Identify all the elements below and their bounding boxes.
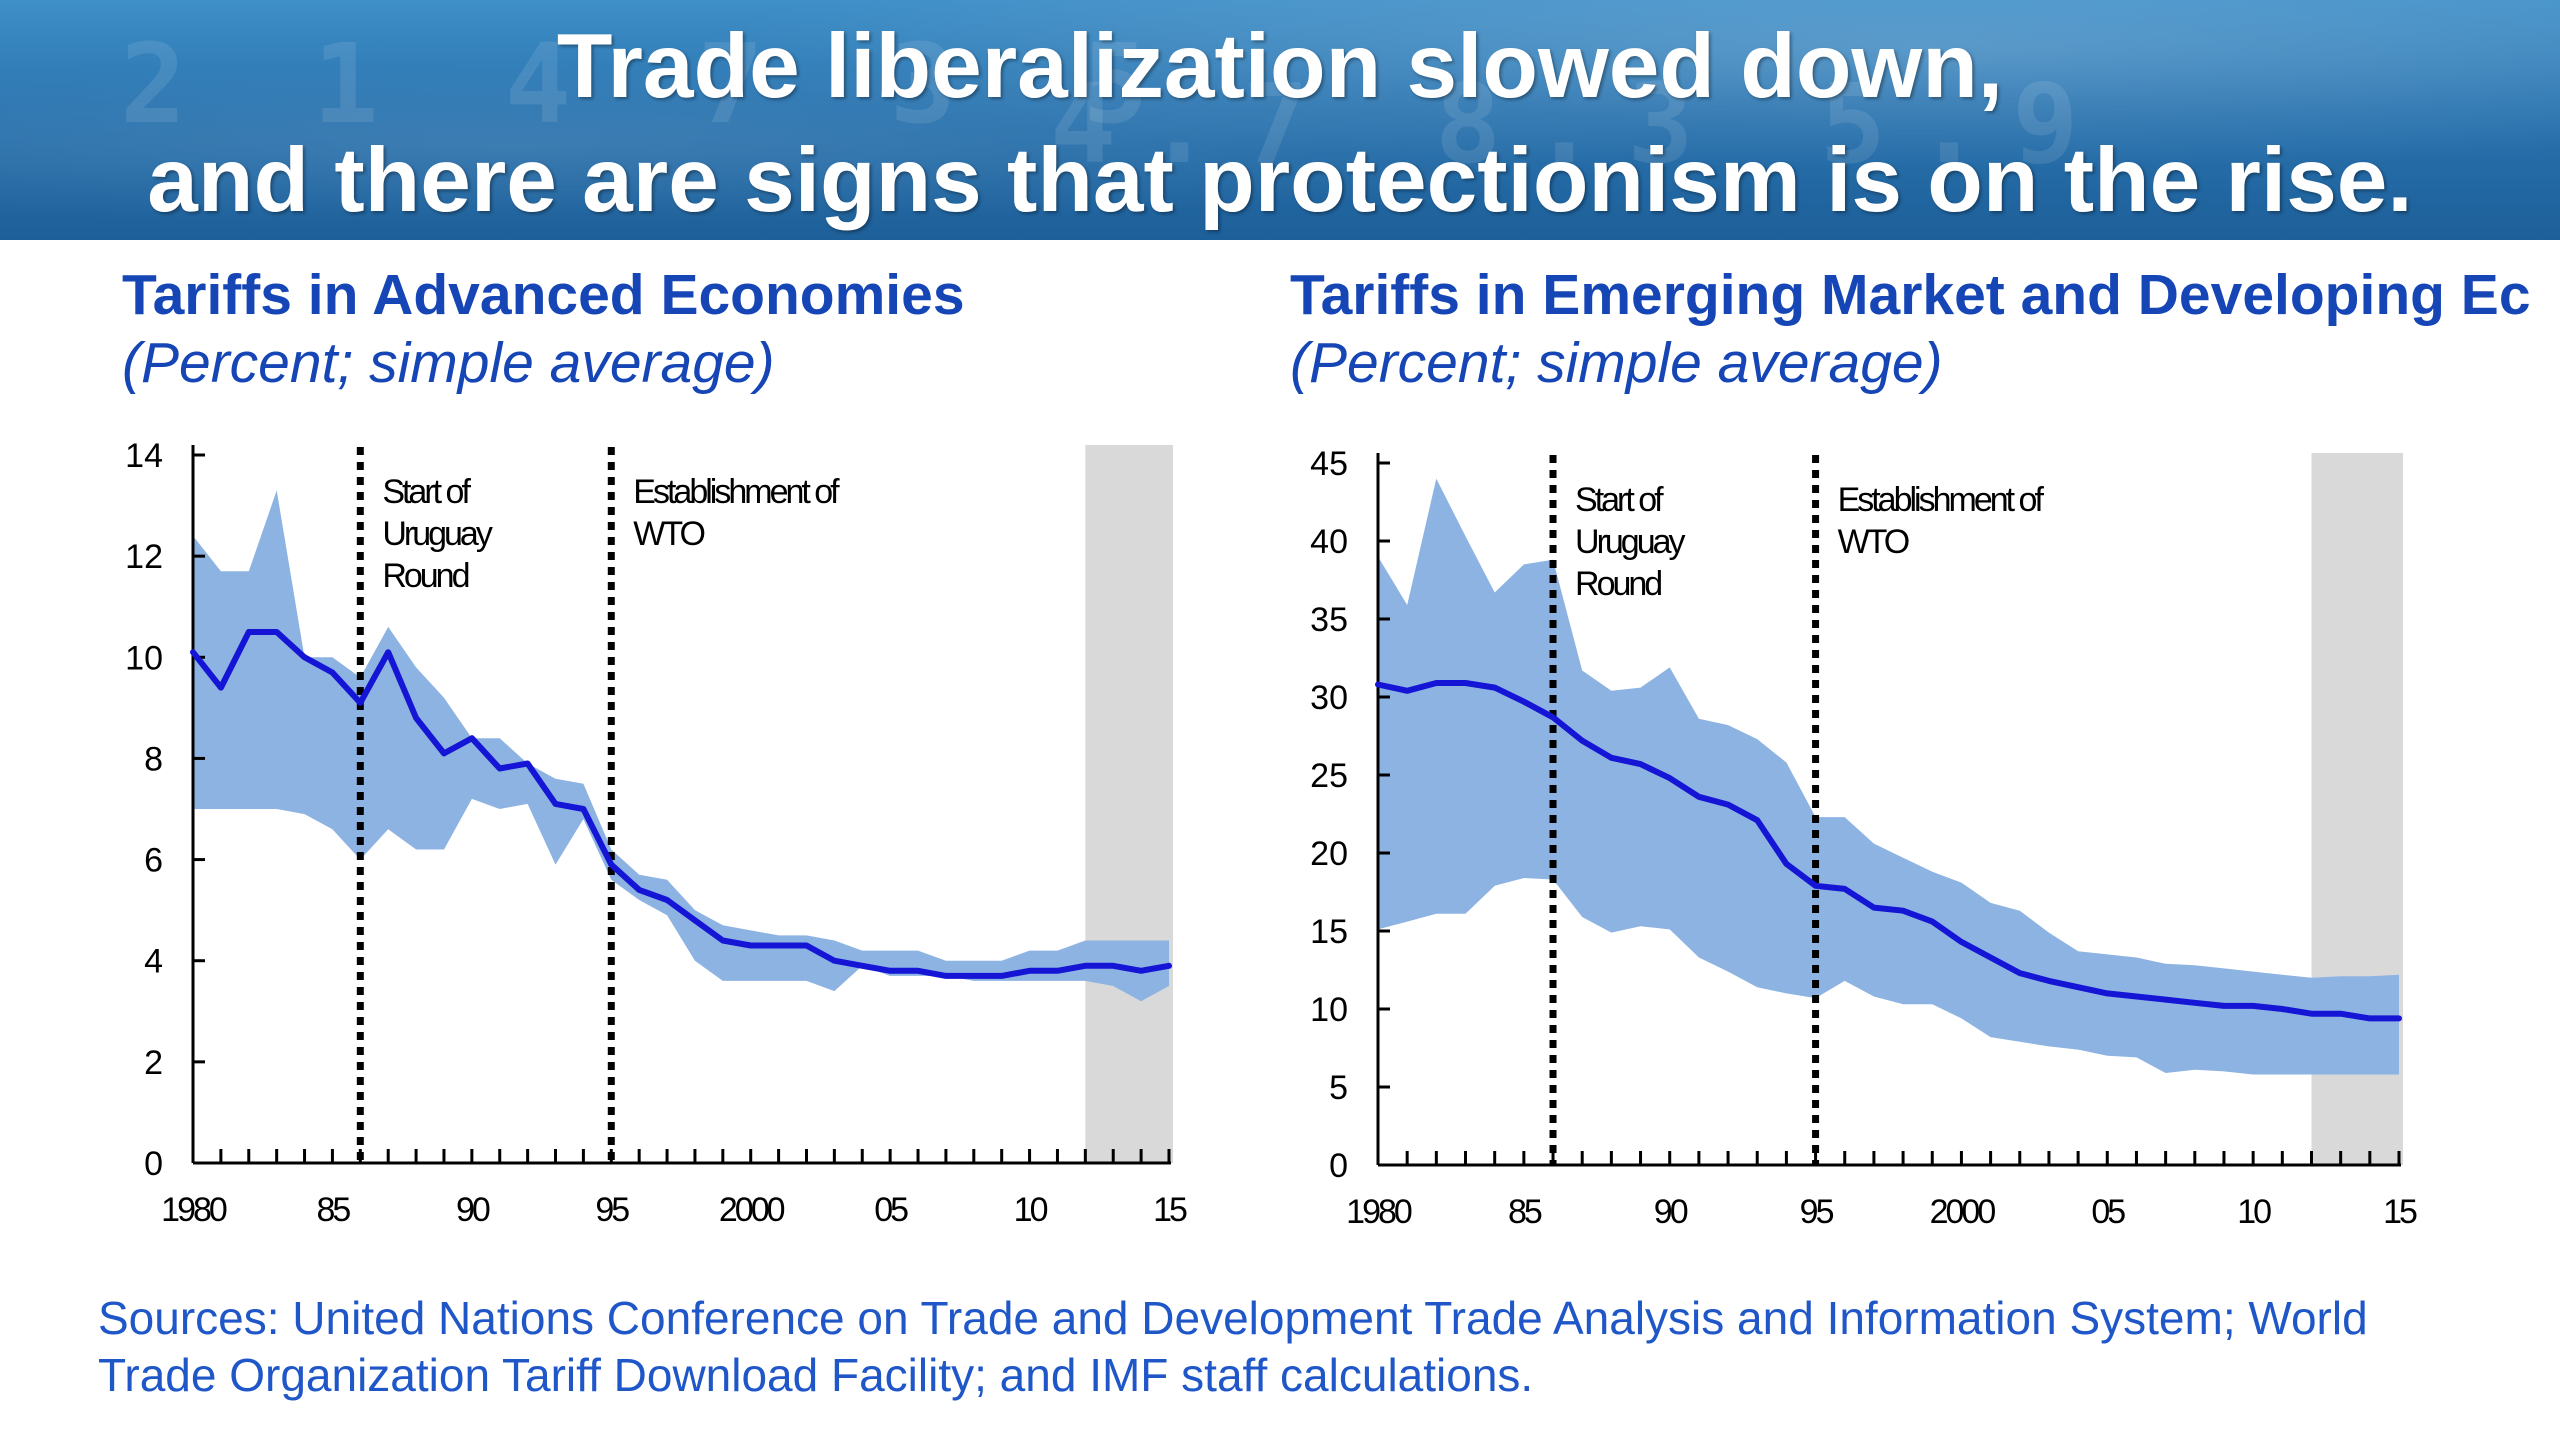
x-tick-label: 2000 (1930, 1193, 1996, 1231)
event-annotation: Establishment of (1838, 481, 2045, 519)
event-annotation: Start of (1575, 481, 1664, 519)
banner-decoration: 4.7 8.3 5.9 (1050, 60, 2109, 188)
x-tick-label: 2000 (719, 1191, 785, 1229)
median-line (1375, 680, 2402, 1022)
y-tick-label: 30 (1310, 679, 1348, 717)
x-tick-label: 95 (595, 1191, 629, 1229)
event-annotation: Uruguay (382, 515, 493, 553)
shaded-region (1085, 445, 1173, 1163)
range-band (1378, 478, 2399, 1075)
x-tick-label: 05 (874, 1191, 908, 1229)
watermark-logo (2360, 1340, 2540, 1410)
x-tick-label: 10 (2237, 1193, 2271, 1231)
title-banner: 2 1 4 7 3 5 4.7 8.3 5.9 Trade liberaliza… (0, 0, 2560, 240)
sources-note: Sources: United Nations Conference on Tr… (98, 1290, 2498, 1404)
right-chart-subtitle: (Percent; simple average) (1290, 331, 1943, 395)
y-tick-label: 8 (144, 740, 163, 778)
y-tick-label: 20 (1310, 835, 1348, 873)
sources-line-1: Sources: United Nations Conference on Tr… (98, 1292, 2368, 1344)
x-tick-label: 85 (317, 1191, 351, 1229)
left-chart-title: Tariffs in Advanced Economies (122, 263, 965, 327)
left-chart-subtitle: (Percent; simple average) (122, 331, 775, 395)
x-tick-label: 95 (1800, 1193, 1834, 1231)
y-tick-label: 2 (144, 1044, 163, 1082)
y-tick-label: 6 (144, 842, 163, 880)
y-tick-label: 10 (125, 639, 163, 677)
slide-title-line-2: and there are signs that protectionism i… (147, 130, 2413, 231)
x-tick-label: 15 (1153, 1191, 1187, 1229)
event-annotation: Uruguay (1575, 523, 1686, 561)
event-annotation: Round (382, 557, 468, 595)
median-line (190, 629, 1172, 979)
y-tick-label: 14 (125, 437, 163, 475)
y-tick-label: 10 (1310, 991, 1348, 1029)
y-tick-label: 25 (1310, 757, 1348, 795)
slide-title-line-1: Trade liberalization slowed down, (556, 16, 2004, 117)
advanced-economies-chart: 0 2 4 6 8 10 12 14 1980 85 90 95 2000 05 10 15 Start of U… (125, 437, 1190, 1229)
event-annotation: WTO (633, 515, 704, 553)
x-tick-label: 85 (1508, 1193, 1542, 1231)
y-tick-label: 40 (1310, 523, 1348, 561)
y-tick-label: 4 (144, 943, 163, 981)
event-annotation: Start of (382, 473, 471, 511)
x-tick-label: 15 (2383, 1193, 2417, 1231)
banner-decoration: 2 1 4 7 3 5 (120, 20, 1179, 148)
x-tick-label: 90 (1654, 1193, 1688, 1231)
y-tick-label: 0 (144, 1145, 163, 1183)
slide-title: Trade liberalization slowed down, and th… (0, 10, 2560, 238)
x-tick-label: 90 (456, 1191, 490, 1229)
y-tick-label: 12 (125, 538, 163, 576)
event-annotation: WTO (1838, 523, 1909, 561)
x-tick-label: 1980 (161, 1191, 227, 1229)
y-tick-label: 5 (1329, 1069, 1348, 1107)
y-tick-label: 0 (1329, 1147, 1348, 1185)
sources-line-2: Trade Organization Tariff Download Facil… (98, 1349, 1534, 1401)
y-tick-label: 45 (1310, 445, 1348, 483)
event-annotation: Establishment of (633, 473, 840, 511)
x-tick-label: 05 (2091, 1193, 2125, 1231)
x-tick-label: 10 (1014, 1191, 1048, 1229)
y-tick-label: 15 (1310, 913, 1348, 951)
y-tick-label: 35 (1310, 601, 1348, 639)
range-band (193, 490, 1169, 1002)
right-chart-title: Tariffs in Emerging Market and Developin… (1290, 263, 2531, 327)
event-annotation: Round (1575, 565, 1661, 603)
x-tick-label: 1980 (1346, 1193, 1412, 1231)
